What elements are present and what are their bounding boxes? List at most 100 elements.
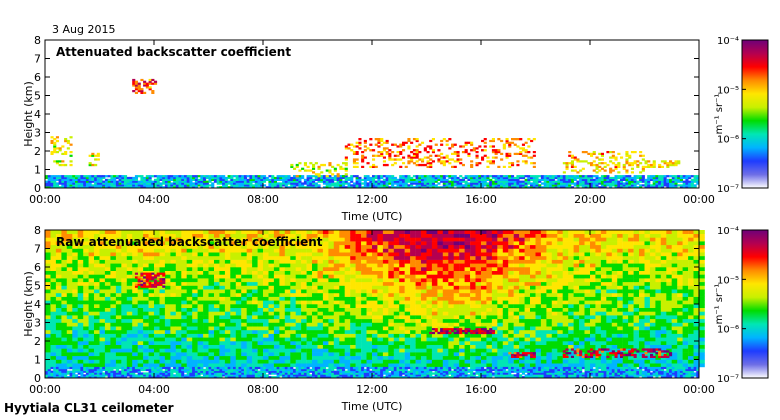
heatmap-cell <box>404 180 408 183</box>
heatmap-cell <box>650 165 654 168</box>
heatmap-cell <box>426 255 433 260</box>
heatmap-cell <box>104 344 111 349</box>
heatmap-cell <box>230 182 234 185</box>
heatmap-cell <box>366 296 373 301</box>
heatmap-cell <box>502 186 506 189</box>
heatmap-cell <box>402 175 406 178</box>
heatmap-cell <box>377 176 381 180</box>
heatmap-cell <box>355 176 359 180</box>
heatmap-cell <box>186 304 193 308</box>
heatmap-cell <box>622 182 626 185</box>
heatmap-cell <box>279 281 286 286</box>
heatmap-cell <box>312 296 318 301</box>
heatmap-cell <box>372 158 376 161</box>
heatmap-cell <box>279 248 286 253</box>
heatmap-cell <box>489 180 493 183</box>
heatmap-cell <box>461 145 465 148</box>
heatmap-cell <box>94 304 100 308</box>
heatmap-cell <box>491 145 495 148</box>
heatmap-cell <box>595 171 599 174</box>
heatmap-cell <box>350 143 354 146</box>
heatmap-cell <box>369 184 373 187</box>
heatmap-cell <box>72 252 78 257</box>
heatmap-cell <box>279 304 286 308</box>
heatmap-cell <box>647 160 651 163</box>
heatmap-cell <box>263 292 269 297</box>
heatmap-cell <box>358 138 362 141</box>
heatmap-cell <box>66 292 73 297</box>
heatmap-cell <box>426 285 433 290</box>
heatmap-cell <box>246 281 253 286</box>
heatmap-cell <box>377 154 381 157</box>
heatmap-cell <box>154 82 158 85</box>
heatmap-cell <box>279 184 283 187</box>
heatmap-cell <box>104 244 111 249</box>
heatmap-cell <box>104 263 111 268</box>
heatmap-cell <box>393 329 400 334</box>
heatmap-cell <box>235 359 242 364</box>
heatmap-cell <box>399 304 405 308</box>
heatmap-cell <box>257 359 264 364</box>
heatmap-cell <box>241 270 247 275</box>
heatmap-cell <box>241 281 247 286</box>
heatmap-cell <box>284 300 291 305</box>
heatmap-cell <box>268 296 275 301</box>
heatmap-cell <box>192 233 198 238</box>
heatmap-cell <box>630 167 634 170</box>
heatmap-cell <box>110 263 117 268</box>
heatmap-cell <box>355 158 359 161</box>
heatmap-cell <box>137 344 144 349</box>
heatmap-cell <box>83 244 89 249</box>
heatmap-cell <box>418 184 422 187</box>
heatmap-cell <box>508 145 512 148</box>
heatmap-cell <box>355 285 362 290</box>
heatmap-cell <box>154 355 160 360</box>
heatmap-cell <box>325 176 329 180</box>
heatmap-cell <box>372 281 378 286</box>
heatmap-cell <box>611 178 615 181</box>
heatmap-cell <box>306 165 310 168</box>
heatmap-cell <box>429 182 433 185</box>
heatmap-cell <box>519 176 523 180</box>
heatmap-cell <box>50 141 54 144</box>
heatmap-cell <box>500 186 504 189</box>
heatmap-cell <box>393 270 400 275</box>
heatmap-cell <box>614 167 618 170</box>
heatmap-cell <box>322 326 329 331</box>
heatmap-cell <box>372 178 376 181</box>
heatmap-cell <box>170 311 177 316</box>
heatmap-cell <box>423 180 427 183</box>
heatmap-cell <box>344 292 351 297</box>
heatmap-cell <box>148 263 155 268</box>
heatmap-cell <box>309 169 313 172</box>
heatmap-cell <box>565 184 569 187</box>
heatmap-cell <box>344 237 351 242</box>
heatmap-cell <box>249 182 253 185</box>
heatmap-cell <box>53 143 57 146</box>
heatmap-cell <box>295 281 302 286</box>
heatmap-cell <box>361 278 367 283</box>
heatmap-cell <box>344 255 351 260</box>
heatmap-cell <box>508 186 512 189</box>
heatmap-cell <box>372 318 378 323</box>
heatmap-cell <box>421 267 427 271</box>
heatmap-cell <box>688 184 692 187</box>
y-tick-label: 1 <box>34 164 41 177</box>
heatmap-cell <box>55 270 62 275</box>
heatmap-cell <box>224 244 231 249</box>
heatmap-cell <box>361 307 367 312</box>
heatmap-cell <box>674 178 678 181</box>
heatmap-cell <box>412 186 416 189</box>
heatmap-cell <box>230 252 236 257</box>
heatmap-cell <box>393 255 400 260</box>
heatmap-cell <box>404 259 411 264</box>
heatmap-cell <box>88 270 95 275</box>
heatmap-cell <box>197 352 204 357</box>
heatmap-cell <box>606 184 610 187</box>
x-tick-label: 04:00 <box>138 193 170 206</box>
heatmap-cell <box>197 255 204 260</box>
heatmap-cell <box>257 237 264 242</box>
heatmap-cell <box>290 182 294 185</box>
heatmap-cell <box>45 359 51 364</box>
